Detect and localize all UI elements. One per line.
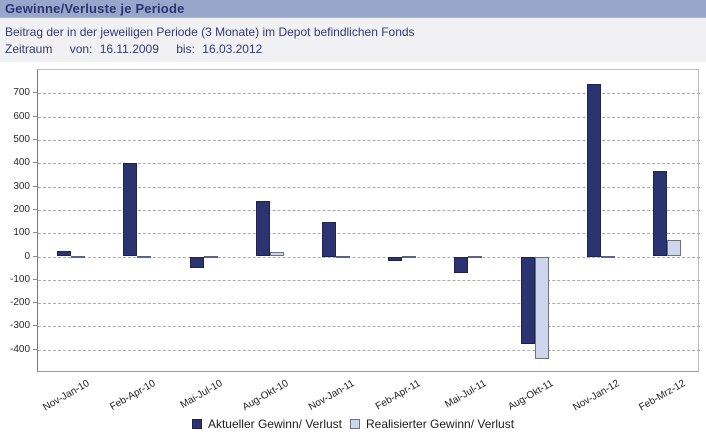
gridline--400 [38, 349, 700, 351]
bar-realisiert-Feb-Apr-11 [402, 255, 417, 258]
legend-label: Aktueller Gewinn/ Verlust [207, 417, 342, 431]
y-axis-label: 200 [13, 203, 30, 215]
chart-legend: Aktueller Gewinn/ Verlust Realisierter Ge… [0, 416, 706, 432]
gridline-0 [38, 256, 700, 258]
bar-aktuell-Feb-Mrz-12 [652, 171, 667, 257]
bar-realisiert-Mai-Jul-10 [203, 255, 218, 258]
zeitraum-bis-value: 16.03.2012 [202, 42, 263, 56]
y-tick-100 [33, 232, 38, 234]
y-axis-label: -300 [9, 320, 30, 332]
bar-aktuell-Aug-Okt-10 [255, 200, 270, 257]
y-tick--300 [33, 325, 38, 327]
y-axis-label: 100 [13, 227, 30, 239]
y-tick-400 [33, 162, 38, 164]
plot-area [37, 69, 700, 372]
chart-subtitle: Beitrag der in der jeweiligen Periode (3… [5, 25, 415, 39]
zeitraum-bis-label: bis: [176, 42, 195, 56]
chart-panel: Aktueller Gewinn/ Verlust Realisierter Ge… [0, 62, 706, 441]
bar-realisiert-Nov-Jan-12 [600, 255, 615, 258]
y-tick--200 [33, 302, 38, 304]
gridline-100 [38, 233, 700, 235]
bar-realisiert-Feb-Apr-10 [137, 255, 152, 258]
gridline-500 [38, 139, 700, 141]
zeitraum-von-label: von: [69, 42, 93, 56]
bar-aktuell-Nov-Jan-11 [321, 221, 336, 257]
zeitraum-line: Zeitraum von: 16.11.2009 bis: 16.03.2012 [5, 42, 262, 56]
page-title: Gewinne/Verluste je Periode [5, 1, 185, 16]
bar-realisiert-Aug-Okt-11 [534, 256, 549, 360]
y-tick-0 [33, 255, 38, 257]
y-tick-200 [33, 208, 38, 210]
y-axis-label: 400 [13, 157, 30, 169]
y-tick--100 [33, 278, 38, 280]
bar-aktuell-Nov-Jan-12 [586, 84, 601, 257]
gridline-700 [38, 93, 700, 95]
bar-realisiert-Nov-Jan-10 [71, 255, 86, 258]
zeitraum-label: Zeitraum [5, 42, 53, 56]
y-tick-700 [33, 92, 38, 94]
bar-aktuell-Feb-Apr-10 [123, 163, 138, 257]
title-bar: Gewinne/Verluste je Periode [0, 0, 706, 18]
gridline--100 [38, 279, 700, 281]
y-tick--400 [33, 348, 38, 350]
zeitraum-von-value: 16.11.2009 [99, 42, 159, 56]
y-tick-300 [33, 185, 38, 187]
y-axis-label: -100 [9, 273, 30, 285]
y-axis-label: 700 [13, 87, 30, 99]
y-tick-500 [33, 138, 38, 140]
gridline-200 [38, 209, 700, 211]
y-axis-label: 300 [13, 180, 30, 192]
y-axis-label: 0 [24, 250, 30, 262]
gridline-300 [38, 186, 700, 188]
legend-item-aktuell: Aktueller Gewinn/ Verlust [191, 417, 342, 431]
bar-realisiert-Aug-Okt-10 [269, 251, 284, 257]
y-axis-label: -200 [9, 297, 30, 309]
legend-swatch-icon [350, 419, 360, 429]
gridline--200 [38, 303, 700, 305]
y-tick-600 [33, 115, 38, 117]
gridline-600 [38, 116, 700, 118]
legend-item-realisiert: Realisierter Gewinn/ Verlust [350, 417, 514, 431]
legend-swatch-icon [191, 419, 202, 429]
y-axis-label: -400 [9, 343, 30, 355]
gridline-400 [38, 163, 700, 165]
gridline--300 [38, 326, 700, 328]
bar-realisiert-Nov-Jan-11 [335, 255, 350, 258]
bar-aktuell-Feb-Apr-11 [388, 256, 403, 262]
bar-aktuell-Mai-Jul-10 [189, 256, 204, 269]
bar-realisiert-Feb-Mrz-12 [666, 240, 681, 257]
bar-aktuell-Nov-Jan-10 [57, 250, 72, 257]
bar-realisiert-Mai-Jul-11 [468, 255, 483, 258]
y-axis-label: 500 [13, 133, 30, 145]
y-axis-label: 600 [13, 110, 30, 122]
bar-aktuell-Aug-Okt-11 [520, 256, 535, 344]
legend-label: Realisierter Gewinn/ Verlust [366, 417, 515, 431]
bar-aktuell-Mai-Jul-11 [454, 256, 469, 273]
